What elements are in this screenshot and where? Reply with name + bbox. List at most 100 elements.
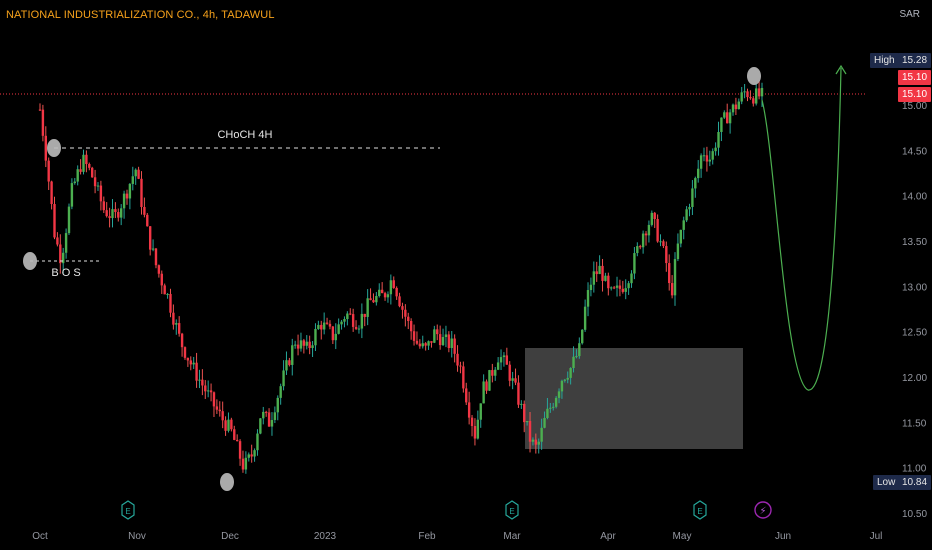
candle-body: [273, 412, 277, 421]
candle-body: [499, 357, 503, 363]
candle-body: [398, 296, 401, 307]
choch-label: CHoCH 4H: [217, 129, 272, 141]
swing-marker: [220, 473, 234, 491]
candle-body: [198, 379, 201, 381]
candle-body: [299, 340, 303, 349]
candle-body: [453, 338, 456, 354]
candle-body: [102, 201, 105, 211]
candle-body: [175, 323, 178, 325]
y-tick-label: 14.00: [902, 192, 927, 203]
candle-body: [230, 419, 233, 430]
candle-body: [93, 177, 97, 187]
candle-body: [456, 353, 459, 366]
candle-body: [378, 289, 381, 296]
candle-body: [160, 273, 163, 286]
y-tick-label: 15.00: [902, 101, 927, 112]
candle-body: [699, 155, 703, 169]
swing-marker: [47, 139, 61, 157]
candle-body: [241, 458, 245, 470]
demand-zone-box: [525, 348, 743, 449]
candle-body: [180, 333, 184, 348]
candle-body: [291, 345, 294, 365]
candle-body: [644, 233, 648, 236]
candle-body: [517, 382, 520, 405]
candle-body: [679, 229, 683, 244]
candle-body: [450, 338, 453, 349]
candle-body: [563, 379, 567, 381]
candle-body: [488, 370, 491, 391]
candle-body: [476, 419, 480, 439]
candle-body: [85, 154, 88, 165]
candle-body: [746, 91, 749, 98]
candle-body: [552, 406, 555, 408]
candle-body: [276, 397, 279, 413]
candle-body: [531, 439, 535, 442]
low-label: Low: [873, 475, 900, 490]
candle-body: [372, 300, 375, 303]
candle-body: [227, 419, 230, 431]
candle-body: [459, 365, 462, 367]
candle-body: [583, 306, 587, 330]
candle-body: [757, 88, 761, 97]
candle-body: [525, 421, 529, 423]
candle-body: [44, 135, 47, 161]
candle-body: [511, 378, 514, 381]
candle-body: [314, 328, 317, 346]
candle-body: [470, 417, 474, 427]
currency-label: SAR: [899, 9, 920, 20]
candle-body: [354, 326, 358, 329]
candle-body: [244, 457, 248, 470]
low-value: 10.84: [898, 475, 932, 490]
candle-body: [233, 429, 236, 440]
candle-body: [140, 178, 143, 208]
candle-body: [752, 98, 755, 104]
candle-body: [708, 159, 712, 162]
candle-body: [566, 377, 569, 380]
candle-body: [253, 450, 256, 457]
candle-body: [621, 288, 625, 292]
candle-body: [195, 362, 198, 381]
candle-body: [615, 285, 619, 288]
candle-body: [267, 412, 271, 427]
candle-body: [610, 287, 613, 289]
candle-body: [122, 193, 126, 209]
candle-body: [705, 155, 709, 162]
candle-body: [749, 97, 752, 99]
candle-body: [711, 151, 714, 160]
candle-body: [380, 289, 384, 294]
candle-body: [598, 265, 601, 275]
candle-body: [363, 313, 366, 317]
candle-body: [494, 369, 497, 376]
candle-body: [285, 360, 288, 371]
candle-body: [728, 112, 732, 124]
candle-body: [117, 212, 120, 218]
candle-body: [119, 208, 123, 218]
candle-body: [215, 406, 219, 410]
candle-body: [96, 185, 100, 187]
candle-body: [508, 364, 511, 381]
candle-body: [424, 343, 427, 346]
candle-body: [369, 298, 372, 301]
candle-body: [73, 181, 76, 184]
candle-body: [534, 439, 538, 445]
candle-body: [717, 131, 720, 148]
candle-body: [288, 360, 291, 365]
candle-body: [172, 312, 175, 325]
candle-body: [114, 209, 117, 213]
earnings-icon-letter: E: [509, 507, 514, 516]
y-tick-label: 11.00: [902, 464, 927, 475]
candle-body: [346, 313, 349, 320]
candle-body: [250, 454, 253, 457]
swing-marker: [747, 67, 761, 85]
bos-label: B O S: [51, 267, 80, 279]
x-tick-label: Mar: [503, 531, 521, 542]
candle-body: [421, 343, 424, 347]
candle-body: [639, 246, 642, 248]
candle-body: [256, 433, 259, 451]
candle-body: [192, 362, 195, 365]
candle-body: [166, 293, 169, 295]
candle-body: [441, 337, 445, 346]
candle-body: [50, 181, 53, 205]
candle-body: [82, 154, 85, 172]
